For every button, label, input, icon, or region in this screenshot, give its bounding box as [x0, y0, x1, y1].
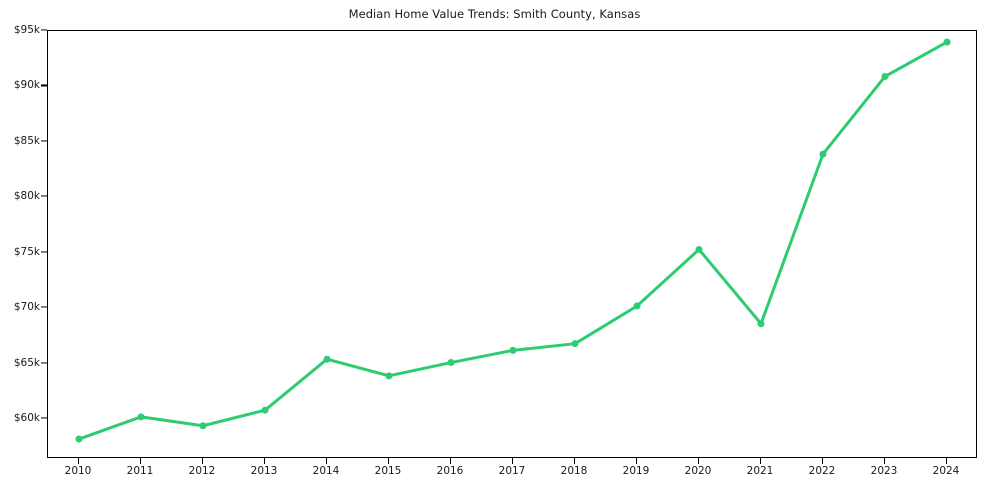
x-axis-tick-mark: [140, 458, 142, 464]
y-axis-tick-mark: [41, 251, 47, 253]
x-axis-tick-label: 2017: [498, 465, 526, 477]
y-axis-tick-mark: [41, 417, 47, 419]
data-point-marker: [261, 406, 269, 414]
x-axis-tick-mark: [78, 458, 80, 464]
x-axis-tick-mark: [822, 458, 824, 464]
data-point-marker: [571, 340, 579, 348]
x-axis-tick-label: 2019: [622, 465, 650, 477]
x-axis-tick-label: 2015: [374, 465, 402, 477]
y-axis-tick-label: $90k: [13, 79, 40, 92]
chart-title: Median Home Value Trends: Smith County, …: [348, 7, 641, 21]
x-axis-tick-mark: [946, 458, 948, 464]
x-axis-tick-label: 2014: [312, 465, 340, 477]
y-axis-tick-label: $75k: [13, 245, 40, 258]
data-point-marker: [881, 72, 889, 80]
y-axis-tick-label: $80k: [13, 190, 40, 203]
x-axis-tick-mark: [884, 458, 886, 464]
data-point-marker: [137, 413, 145, 421]
y-axis-tick-mark: [41, 29, 47, 31]
y-axis-tick-label: $65k: [13, 356, 40, 369]
data-point-marker: [757, 320, 765, 328]
x-axis-tick-mark: [636, 458, 638, 464]
x-axis-tick-label: 2020: [684, 465, 712, 477]
x-axis-tick-mark: [574, 458, 576, 464]
line-series-svg: [75, 38, 951, 443]
x-axis-tick-label: 2013: [250, 465, 278, 477]
y-axis-tick-label: $85k: [13, 134, 40, 147]
y-axis-tick-mark: [41, 140, 47, 142]
x-axis-tick-label: 2010: [64, 465, 92, 477]
x-axis-tick-mark: [264, 458, 266, 464]
x-axis-tick-mark: [202, 458, 204, 464]
data-point-marker: [447, 359, 455, 367]
x-axis-tick-label: 2011: [126, 465, 154, 477]
y-axis-tick-marks: [0, 29, 47, 458]
x-axis-tick-mark: [760, 458, 762, 464]
x-axis-tick-marks: [47, 458, 977, 465]
y-axis-tick-mark: [41, 195, 47, 197]
x-axis-tick-label: 2012: [188, 465, 216, 477]
x-axis-tick-mark: [512, 458, 514, 464]
x-axis-tick-label: 2016: [436, 465, 464, 477]
data-point-marker: [385, 372, 393, 380]
y-axis-tick-mark: [41, 84, 47, 86]
x-axis-tick-label: 2022: [808, 465, 836, 477]
y-axis-tick-label: $70k: [13, 300, 40, 313]
x-axis-tick-mark: [450, 458, 452, 464]
y-axis-tick-mark: [41, 306, 47, 308]
y-axis-tick-mark: [41, 362, 47, 364]
x-axis-tick-label: 2024: [932, 465, 960, 477]
x-axis-tick-mark: [698, 458, 700, 464]
data-point-marker: [199, 422, 207, 430]
data-point-marker: [75, 435, 83, 443]
plot-area: [47, 30, 977, 458]
data-point-marker: [633, 302, 641, 310]
x-axis-tick-mark: [388, 458, 390, 464]
x-axis-tick-label: 2021: [746, 465, 774, 477]
y-axis-tick-labels: $60k $65k $70k $75k $80k $85k $90k $95k: [0, 25, 40, 458]
series-line: [77, 40, 949, 441]
x-axis-tick-label: 2023: [870, 465, 898, 477]
data-point-marker: [819, 150, 827, 158]
data-point-marker: [509, 346, 517, 354]
data-point-marker: [323, 355, 331, 363]
data-point-marker: [943, 38, 951, 46]
y-axis-tick-label: $60k: [13, 411, 40, 424]
data-point-marker: [695, 245, 703, 253]
y-axis-tick-label: $95k: [13, 23, 40, 36]
x-axis-tick-mark: [326, 458, 328, 464]
x-axis-tick-label: 2018: [560, 465, 588, 477]
x-axis-tick-labels: 2010 2011 2012 2013 2014 2015 2016 2017 2018 2019…: [47, 466, 977, 484]
